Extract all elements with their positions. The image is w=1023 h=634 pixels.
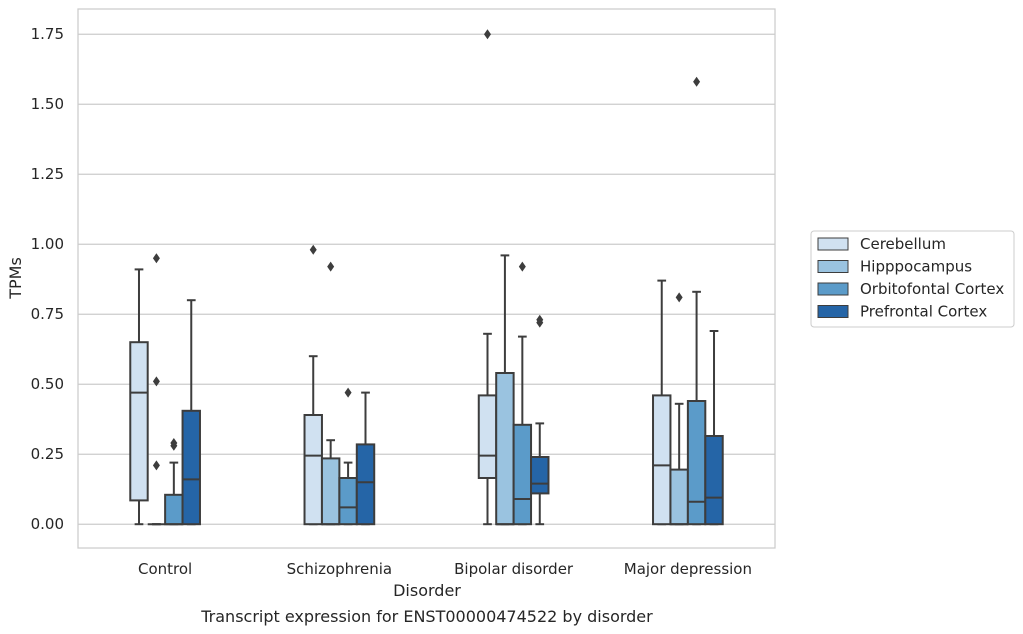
box-iqr bbox=[129, 341, 149, 502]
box-2-series-3 bbox=[338, 387, 358, 526]
y-tick-label: 1.50 bbox=[31, 95, 64, 113]
outlier-point bbox=[152, 376, 160, 387]
x-tick-label: Major depression bbox=[624, 560, 752, 578]
box-iqr bbox=[512, 423, 533, 526]
x-tick-label: Control bbox=[138, 560, 192, 578]
box-4-series-4 bbox=[704, 330, 724, 526]
plot-frame bbox=[77, 8, 776, 549]
y-tick-label: 0.75 bbox=[31, 305, 64, 323]
box-iqr bbox=[530, 456, 550, 495]
x-tick-label: Bipolar disorder bbox=[454, 560, 574, 578]
y-tick-labels: 0.00 0.25 0.50 0.75 1.00 1.25 1.50 1.75 bbox=[31, 25, 64, 533]
box-iqr bbox=[338, 477, 358, 526]
outlier-point bbox=[483, 29, 491, 40]
y-tick-label: 1.75 bbox=[31, 25, 64, 43]
box-iqr bbox=[704, 435, 724, 526]
x-tick-labels: Control Schizophrenia Bipolar disorder Majo… bbox=[138, 560, 752, 578]
box-1-series-4 bbox=[181, 299, 201, 526]
legend-entries: Cerebellum Hipppocampus Orbitofontal Corte… bbox=[817, 235, 1004, 321]
y-tick-label: 1.00 bbox=[31, 235, 64, 253]
box-iqr bbox=[477, 394, 498, 479]
box-iqr bbox=[320, 457, 341, 526]
legend-label: Orbitofontal Cortex bbox=[860, 280, 1004, 298]
outlier-point bbox=[327, 261, 335, 272]
chart-caption: Transcript expression for ENST0000047452… bbox=[200, 607, 653, 626]
x-tick-label: Schizophrenia bbox=[287, 560, 392, 578]
box-2-series-4 bbox=[355, 391, 376, 526]
box-3-series-4 bbox=[530, 314, 550, 526]
outlier-point bbox=[152, 253, 160, 264]
outlier-point bbox=[170, 438, 178, 448]
legend-label: Prefrontal Cortex bbox=[860, 303, 987, 321]
box-iqr bbox=[495, 372, 515, 526]
y-tick-label: 0.25 bbox=[31, 445, 64, 463]
legend-label: Cerebellum bbox=[860, 235, 946, 253]
legend-swatch bbox=[817, 305, 849, 318]
legend: Cerebellum Hipppocampus Orbitofontal Corte… bbox=[810, 230, 1015, 328]
outlier-point bbox=[309, 244, 317, 255]
y-axis-label: TPMs bbox=[6, 257, 25, 300]
y-tick-label: 0.00 bbox=[31, 515, 64, 533]
box-iqr bbox=[669, 468, 689, 526]
legend-swatch bbox=[817, 282, 849, 296]
legend-swatch bbox=[817, 260, 849, 273]
box-iqr bbox=[355, 443, 376, 526]
x-axis-label: Disorder bbox=[393, 581, 461, 600]
legend-label: Hipppocampus bbox=[860, 258, 972, 276]
box-4-series-1 bbox=[652, 279, 672, 526]
box-series bbox=[129, 29, 724, 526]
legend-frame bbox=[810, 230, 1015, 328]
legend-swatch bbox=[817, 237, 849, 251]
outlier-point bbox=[675, 292, 683, 303]
outlier-point bbox=[152, 460, 160, 471]
box-1-series-2 bbox=[147, 253, 166, 526]
box-iqr bbox=[181, 409, 201, 526]
y-tick-label: 1.25 bbox=[31, 165, 64, 183]
y-tick-label: 0.50 bbox=[31, 375, 64, 393]
box-1-series-3 bbox=[164, 438, 184, 526]
outlier-point bbox=[518, 261, 526, 272]
outlier-point bbox=[693, 76, 701, 87]
box-iqr bbox=[652, 394, 672, 526]
box-1-series-1 bbox=[129, 268, 149, 526]
box-iqr bbox=[686, 400, 707, 526]
box-3-series-1 bbox=[477, 29, 498, 526]
box-iqr bbox=[303, 414, 323, 526]
outlier-point bbox=[344, 387, 352, 398]
box-iqr bbox=[164, 493, 184, 526]
outlier-point bbox=[536, 314, 544, 325]
